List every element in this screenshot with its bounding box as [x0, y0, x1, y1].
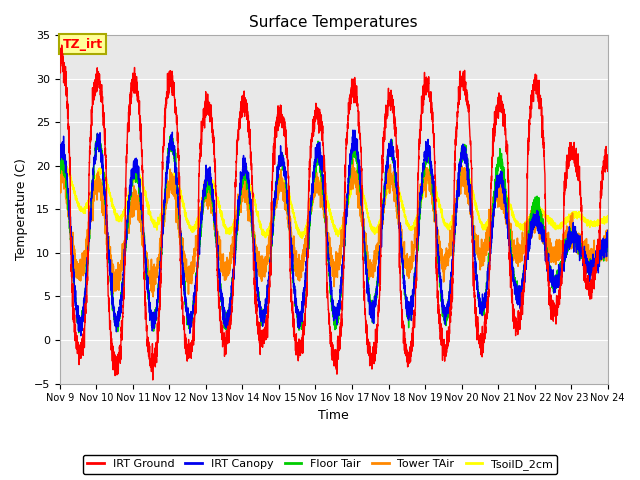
- Floor Tair: [56, 160, 63, 166]
- IRT Ground: [56, 63, 63, 69]
- Floor Tair: [223, 331, 231, 336]
- TsoilD_2cm: [426, 174, 434, 180]
- IRT Ground: [426, 99, 434, 105]
- Floor Tair: [314, 152, 321, 157]
- Tower TAir: [314, 181, 321, 187]
- Tower TAir: [604, 236, 612, 242]
- IRT Ground: [604, 164, 611, 169]
- IRT Ground: [149, 377, 157, 383]
- TsoilD_2cm: [298, 236, 306, 241]
- Title: Surface Temperatures: Surface Temperatures: [250, 15, 418, 30]
- Floor Tair: [457, 155, 465, 160]
- X-axis label: Time: Time: [318, 409, 349, 422]
- Floor Tair: [426, 155, 434, 160]
- IRT Canopy: [314, 142, 321, 147]
- IRT Ground: [154, 314, 162, 320]
- IRT Ground: [457, 84, 465, 90]
- Y-axis label: Temperature (C): Temperature (C): [15, 158, 28, 260]
- Tower TAir: [426, 189, 434, 194]
- TsoilD_2cm: [457, 180, 465, 186]
- Floor Tair: [604, 241, 612, 247]
- TsoilD_2cm: [154, 219, 162, 225]
- IRT Canopy: [77, 333, 84, 338]
- Line: IRT Canopy: IRT Canopy: [60, 130, 608, 336]
- TsoilD_2cm: [604, 213, 612, 218]
- Tower TAir: [488, 227, 495, 233]
- Line: TsoilD_2cm: TsoilD_2cm: [60, 164, 608, 239]
- IRT Canopy: [604, 238, 611, 243]
- Legend: IRT Ground, IRT Canopy, Floor Tair, Tower TAir, TsoilD_2cm: IRT Ground, IRT Canopy, Floor Tair, Towe…: [83, 455, 557, 474]
- TsoilD_2cm: [488, 210, 495, 216]
- Tower TAir: [56, 171, 63, 177]
- Tower TAir: [154, 257, 162, 263]
- Line: IRT Ground: IRT Ground: [60, 45, 608, 380]
- IRT Ground: [314, 116, 321, 122]
- Tower TAir: [349, 156, 357, 162]
- Floor Tair: [154, 288, 162, 293]
- IRT Canopy: [457, 156, 465, 162]
- IRT Canopy: [488, 232, 495, 238]
- TsoilD_2cm: [604, 215, 611, 221]
- IRT Ground: [58, 42, 65, 48]
- Line: Floor Tair: Floor Tair: [60, 134, 608, 334]
- Floor Tair: [93, 131, 101, 137]
- Tower TAir: [149, 294, 157, 300]
- TsoilD_2cm: [60, 161, 68, 167]
- Tower TAir: [604, 247, 611, 253]
- IRT Canopy: [56, 157, 63, 163]
- IRT Canopy: [604, 228, 612, 233]
- Tower TAir: [457, 183, 465, 189]
- IRT Ground: [604, 153, 612, 159]
- Floor Tair: [488, 224, 495, 230]
- TsoilD_2cm: [314, 182, 321, 188]
- IRT Canopy: [426, 150, 434, 156]
- Text: TZ_irt: TZ_irt: [62, 37, 102, 50]
- Floor Tair: [604, 244, 611, 250]
- TsoilD_2cm: [56, 170, 63, 176]
- IRT Canopy: [349, 127, 356, 133]
- Line: Tower TAir: Tower TAir: [60, 159, 608, 297]
- IRT Ground: [488, 157, 495, 163]
- IRT Canopy: [154, 294, 162, 300]
